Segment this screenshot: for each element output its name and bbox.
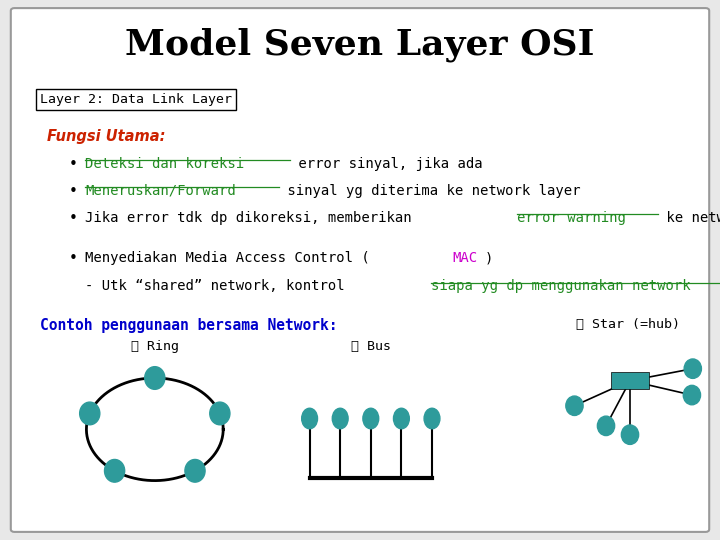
Text: Model Seven Layer OSI: Model Seven Layer OSI [125, 27, 595, 62]
Text: Deteksi dan koreksi: Deteksi dan koreksi [85, 157, 244, 171]
Ellipse shape [332, 408, 348, 429]
Text: ① Ring: ① Ring [131, 340, 179, 353]
Text: Contoh penggunaan bersama Network:: Contoh penggunaan bersama Network: [40, 318, 337, 333]
FancyBboxPatch shape [611, 372, 649, 389]
Text: Jika error tdk dp dikoreksi, memberikan: Jika error tdk dp dikoreksi, memberikan [85, 211, 420, 225]
Text: ): ) [485, 251, 493, 265]
Text: sinyal yg diterima ke network layer: sinyal yg diterima ke network layer [279, 184, 581, 198]
Ellipse shape [598, 416, 615, 436]
Text: Layer 2: Data Link Layer: Layer 2: Data Link Layer [40, 93, 232, 106]
Text: MAC: MAC [452, 251, 477, 265]
Ellipse shape [185, 460, 205, 482]
Ellipse shape [621, 425, 639, 444]
Ellipse shape [683, 386, 701, 405]
Ellipse shape [104, 460, 125, 482]
Ellipse shape [424, 408, 440, 429]
Ellipse shape [684, 359, 701, 379]
Text: Menyediakan Media Access Control (: Menyediakan Media Access Control ( [85, 251, 369, 265]
Text: - Utk “shared” network, kontrol: - Utk “shared” network, kontrol [85, 279, 353, 293]
Text: error sinyal, jika ada: error sinyal, jika ada [290, 157, 483, 171]
Text: ③ Star (=hub): ③ Star (=hub) [576, 318, 680, 330]
Ellipse shape [145, 367, 165, 389]
Text: Meneruskan/Forward: Meneruskan/Forward [85, 184, 235, 198]
Ellipse shape [210, 402, 230, 425]
Text: siapa yg dp menggunakan network: siapa yg dp menggunakan network [431, 279, 690, 293]
Ellipse shape [566, 396, 583, 415]
Ellipse shape [363, 408, 379, 429]
Text: •: • [68, 211, 77, 226]
Text: error warning: error warning [517, 211, 626, 225]
Ellipse shape [80, 402, 100, 425]
Text: •: • [68, 157, 77, 172]
Ellipse shape [393, 408, 409, 429]
Text: ② Bus: ② Bus [351, 340, 391, 353]
Text: ke network layer: ke network layer [657, 211, 720, 225]
Text: •: • [68, 251, 77, 266]
Ellipse shape [302, 408, 318, 429]
Text: •: • [68, 184, 77, 199]
Text: Fungsi Utama:: Fungsi Utama: [47, 129, 166, 144]
